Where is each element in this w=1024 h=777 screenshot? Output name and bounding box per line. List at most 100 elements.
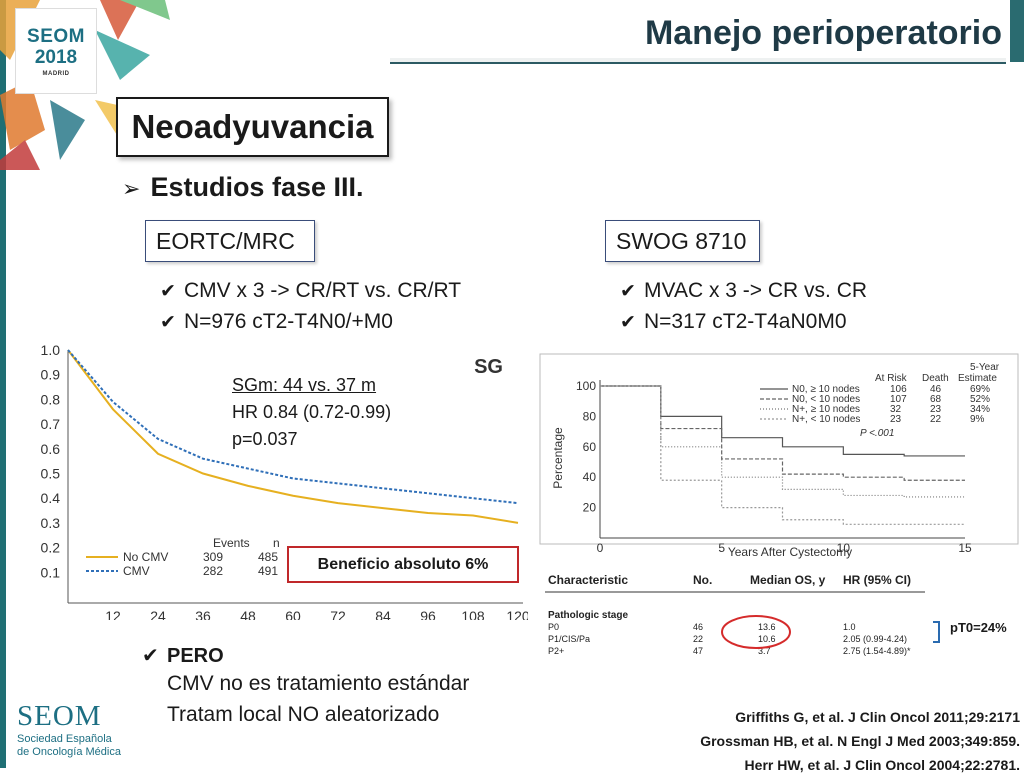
legend-label: N0, < 10 nodes xyxy=(792,394,860,405)
pero-line-2: Tratam local NO aleatorizado xyxy=(167,703,440,726)
legend-label: CMV xyxy=(123,564,150,578)
study-label-swog: SWOG 8710 xyxy=(605,220,760,262)
y-tick-label: 0.6 xyxy=(41,441,61,457)
legend-death: 22 xyxy=(930,414,942,425)
reference-1: Griffiths G, et al. J Clin Oncol 2011;29… xyxy=(735,709,1020,725)
table-cell: 13.6 xyxy=(758,622,776,632)
survival-stats: SGm: 44 vs. 37 m HR 0.84 (0.72-0.99) p=0… xyxy=(232,372,391,453)
legend-estimate: 9% xyxy=(970,414,985,425)
survival-line-1 xyxy=(600,385,965,457)
legend-events: 282 xyxy=(203,564,223,578)
chart-axes xyxy=(67,350,523,604)
highlight-circle xyxy=(721,615,791,649)
y-tick-label: 0.1 xyxy=(41,564,61,580)
x-tick-labels: 0 5 10 15 xyxy=(597,541,972,555)
reference-3: Herr HW, et al. J Clin Oncol 2004;22:278… xyxy=(744,757,1020,773)
arrow-bullet-icon: ➢ xyxy=(122,176,141,201)
table-header: Characteristic xyxy=(548,573,628,587)
bullet-eortc-2: ✔ N=976 cT2-T4N0/+M0 xyxy=(160,310,393,334)
bullet-text: CMV x 3 -> CR/RT vs. CR/RT xyxy=(184,279,462,302)
eortc-survival-chart: 1.0 0.9 0.8 0.7 0.6 0.5 0.4 0.3 0.2 0.1 12 24 36 48 6… xyxy=(41,342,528,620)
x-axis-label: Years After Cystectomy xyxy=(728,545,852,559)
bullet-swog-2: ✔ N=317 cT2-T4aN0M0 xyxy=(620,310,847,334)
seom-footer-logo: SEOM Sociedad Española de Oncología Médi… xyxy=(17,700,121,759)
legend-n: 491 xyxy=(258,564,278,578)
y-tick-label: 80 xyxy=(583,409,597,423)
checkmark-icon: ✔ xyxy=(142,645,159,667)
y-axis-label: Percentage xyxy=(551,427,565,489)
survival-lines xyxy=(600,385,965,525)
series-line-cmv xyxy=(67,349,519,505)
table-cell: 22 xyxy=(693,634,703,644)
p-value-annotation: P <.001 xyxy=(860,428,894,439)
legend-at-risk: 106 xyxy=(890,384,907,395)
chart-legend: Events n No CMV 309 485 CMV 282 491 xyxy=(86,536,280,578)
bullet-text: MVAC x 3 -> CR vs. CR xyxy=(644,279,868,302)
stats-line-3: p=0.037 xyxy=(232,429,298,449)
chart-axes xyxy=(539,353,1019,545)
survival-line-4 xyxy=(600,385,965,525)
legend-header-events: Events xyxy=(213,536,250,550)
y-tick-label: 0.2 xyxy=(41,540,61,556)
x-tick-label: 96 xyxy=(420,608,436,620)
x-tick-label: 120 xyxy=(506,608,528,620)
y-tick-label: 100 xyxy=(576,379,596,393)
x-tick-label: 72 xyxy=(330,608,346,620)
y-tick-label: 20 xyxy=(583,501,597,515)
survival-table: Characteristic No. Median OS, y HR (95% CI)… xyxy=(545,573,940,656)
benefit-callout: Beneficio absoluto 6% xyxy=(287,546,519,583)
bullet-text: N=976 cT2-T4N0/+M0 xyxy=(184,310,393,333)
seom-logo-text: SEOM xyxy=(17,700,102,732)
x-tick-label: 12 xyxy=(105,608,121,620)
legend-header-at-risk: At Risk xyxy=(875,373,908,384)
pero-line-1: CMV no es tratamiento estándar xyxy=(167,672,470,695)
legend-header-n: n xyxy=(273,536,280,550)
x-tick-label: 5 xyxy=(718,541,725,555)
x-tick-label: 15 xyxy=(958,541,972,555)
y-tick-label: 60 xyxy=(583,440,597,454)
y-tick-label: 0.8 xyxy=(41,391,61,407)
legend-estimate: 52% xyxy=(970,394,990,405)
chart-legend: 5-Year At Risk Death Estimate N0, ≥ 10 nodes… xyxy=(760,362,1000,425)
y-tick-label: 0.3 xyxy=(41,515,61,531)
stats-line-1: SGm: 44 vs. 37 m xyxy=(232,372,391,399)
stats-line-1-text: SGm: 44 vs. 37 m xyxy=(232,375,377,395)
table-cell: P0 xyxy=(548,622,559,632)
reference-2: Grossman HB, et al. N Engl J Med 2003;34… xyxy=(700,733,1020,749)
legend-at-risk: 23 xyxy=(890,414,902,425)
survival-line-2 xyxy=(600,385,965,481)
table-cell: 10.6 xyxy=(758,634,776,644)
y-tick-label: 0.9 xyxy=(41,367,61,383)
checkmark-icon: ✔ xyxy=(160,312,176,333)
y-tick-label: 40 xyxy=(583,470,597,484)
section-title: Neoadyuvancia xyxy=(131,108,374,145)
legend-header-5year: 5-Year xyxy=(970,362,1000,373)
legend-label: No CMV xyxy=(123,550,168,564)
table-cell: 3.7 xyxy=(758,646,771,656)
stats-line-2: HR 0.84 (0.72-0.99) xyxy=(232,402,392,422)
slide-title: Manejo perioperatorio xyxy=(644,14,1002,52)
y-tick-label: 0.4 xyxy=(41,490,61,506)
seom-logo-sub-1: Sociedad Española xyxy=(17,733,112,745)
x-tick-label: 84 xyxy=(375,608,391,620)
legend-header-estimate: Estimate xyxy=(958,373,997,384)
survival-lines xyxy=(67,349,519,524)
seom-logo-sub-2: de Oncología Médica xyxy=(17,746,121,758)
x-tick-label: 10 xyxy=(837,541,851,555)
bullet-swog-1: ✔ MVAC x 3 -> CR vs. CR xyxy=(620,279,867,303)
y-tick-labels: 20 40 60 80 100 xyxy=(576,379,596,515)
legend-header-death: Death xyxy=(922,373,949,384)
table-cell: 47 xyxy=(693,646,703,656)
benefit-text: Beneficio absoluto 6% xyxy=(317,555,489,573)
x-tick-label: 24 xyxy=(150,608,166,620)
x-tick-label: 60 xyxy=(285,608,301,620)
x-tick-label: 108 xyxy=(461,608,485,620)
y-tick-label: 1.0 xyxy=(41,342,61,358)
pero-block: ✔ PERO CMV no es tratamiento estándar Tra… xyxy=(142,643,469,730)
pt0-label: pT0=24% xyxy=(950,620,1007,635)
y-tick-labels: 1.0 0.9 0.8 0.7 0.6 0.5 0.4 0.3 0.2 0.1 xyxy=(41,342,61,580)
table-cell: 1.0 xyxy=(843,622,856,632)
legend-death: 68 xyxy=(930,394,942,405)
legend-events: 309 xyxy=(203,550,223,564)
seom-2018-logo: SEOM 2018 MADRID xyxy=(15,8,97,94)
